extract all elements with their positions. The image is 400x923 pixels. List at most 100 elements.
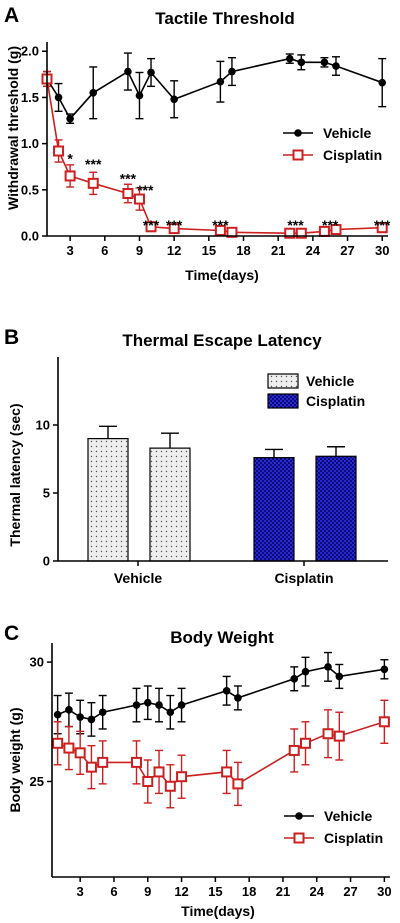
y-axis-label: Body weight (g)	[7, 708, 23, 813]
vehicle-data-point	[297, 58, 306, 67]
legend-marker	[293, 832, 305, 844]
y-tick-label: 1.5	[21, 90, 39, 105]
vehicle-data-point	[177, 701, 186, 709]
vehicle-bar	[149, 447, 191, 562]
vehicle-data-point	[234, 694, 242, 702]
y-tick-label: 2.0	[21, 44, 39, 59]
chart-title: Thermal Escape Latency	[122, 331, 322, 350]
cisplatin-data-point	[53, 145, 65, 157]
vehicle-data-point	[66, 114, 74, 123]
cisplatin-data-point	[330, 224, 342, 236]
y-tick-label: 30	[30, 655, 44, 670]
legend-marker	[295, 812, 303, 820]
significance-annotation: ***	[374, 217, 391, 233]
cisplatin-data-point	[378, 716, 390, 728]
legend-label: Vehicle	[323, 125, 371, 141]
vehicle-data-point	[320, 58, 329, 67]
x-tick-label: 12	[174, 884, 188, 899]
cisplatin-data-point	[226, 226, 238, 238]
vehicle-data-point	[335, 672, 344, 681]
significance-annotation: ***	[143, 217, 160, 233]
x-tick-label: 18	[242, 884, 256, 899]
significance-annotation: ***	[85, 156, 102, 172]
vehicle-data-point	[222, 686, 231, 695]
legend-label: Vehicle	[306, 373, 354, 389]
y-axis-label: Thermal latency (sec)	[7, 403, 23, 546]
x-tick-label: 21	[271, 243, 285, 258]
x-tick-label: 18	[236, 243, 250, 258]
cisplatin-data-point	[64, 170, 76, 182]
cisplatin-data-point	[85, 761, 97, 773]
x-tick-label: 27	[340, 243, 354, 258]
x-tick-label: 12	[167, 243, 181, 258]
legend-swatch	[267, 393, 299, 409]
cisplatin-data-point	[164, 780, 176, 792]
cisplatin-data-point	[168, 223, 180, 235]
cisplatin-data-point	[145, 221, 157, 233]
significance-annotation: ***	[322, 217, 339, 233]
vehicle-data-point	[170, 95, 178, 104]
vehicle-data-point	[228, 67, 236, 76]
vehicle-data-point	[54, 93, 63, 102]
vehicle-data-point	[132, 701, 141, 709]
legend-label: Vehicle	[324, 808, 372, 824]
significance-annotation: ***	[212, 217, 229, 233]
vehicle-data-point	[166, 708, 175, 717]
x-tick-label: 3	[67, 243, 74, 258]
vehicle-bar	[87, 438, 129, 562]
vehicle-data-point	[124, 67, 132, 76]
x-tick-label: 9	[144, 884, 151, 899]
cisplatin-data-point	[52, 737, 64, 749]
x-tick-label: 21	[276, 884, 290, 899]
cisplatin-data-point	[295, 227, 307, 239]
vehicle-data-point	[216, 77, 225, 86]
legend: Vehicle Cisplatin	[284, 808, 383, 846]
x-tick-label: 6	[110, 884, 117, 899]
tactile-threshold-chart: Tactile Threshold Withdrawal threshold (…	[5, 9, 391, 283]
y-tick-label: 10	[36, 418, 50, 433]
vehicle-data-point	[155, 701, 163, 709]
vehicle-data-point	[65, 706, 73, 714]
y-tick-label: 1.0	[21, 136, 39, 151]
thermal-latency-chart: Thermal Escape Latency Thermal latency (…	[7, 331, 388, 586]
x-axis-label: Time(days)	[185, 267, 259, 283]
x-axis-label: Time(days)	[181, 903, 255, 919]
vehicle-data-point	[378, 78, 387, 87]
cisplatin-data-point	[63, 742, 75, 754]
vehicle-data-point	[380, 665, 389, 674]
vehicle-data-point	[324, 663, 332, 671]
legend: Vehicle Cisplatin	[283, 125, 382, 163]
vehicle-data-point	[147, 68, 155, 77]
vehicle-data-point	[98, 708, 107, 717]
x-tick-label: 27	[343, 884, 357, 899]
vehicle-data-point	[332, 62, 340, 70]
cisplatin-data-point	[322, 728, 334, 740]
x-category-label: Vehicle	[114, 570, 162, 586]
cisplatin-data-point	[133, 193, 145, 205]
x-tick-label: 15	[208, 884, 222, 899]
x-tick-label: 6	[101, 243, 108, 258]
cisplatin-data-point	[87, 177, 99, 189]
legend: Vehicle Cisplatin	[267, 373, 365, 409]
cisplatin-data-point	[221, 766, 233, 778]
vehicle-data-point	[87, 715, 96, 724]
vehicle-data-point	[76, 713, 84, 721]
significance-annotation: ***	[287, 217, 304, 233]
y-tick-label: 25	[30, 774, 44, 789]
chart-title: Body Weight	[170, 628, 274, 647]
cisplatin-data-point	[288, 744, 300, 756]
vehicle-data-point	[301, 667, 310, 676]
significance-annotation: ***	[166, 217, 183, 233]
cisplatin-data-point	[284, 227, 296, 239]
panel-letter-a: A	[4, 4, 19, 27]
legend-marker	[294, 129, 302, 137]
vehicle-data-point	[135, 91, 144, 100]
cisplatin-data-point	[97, 756, 109, 768]
legend-label: Cisplatin	[324, 830, 383, 846]
y-axis-label: Withdrawal threshold (g)	[5, 46, 21, 210]
cisplatin-data-point	[376, 222, 388, 234]
cisplatin-data-point	[142, 775, 154, 787]
cisplatin-data-point	[153, 766, 165, 778]
y-tick-label: 0.0	[21, 229, 39, 244]
x-tick-label: 30	[377, 884, 391, 899]
